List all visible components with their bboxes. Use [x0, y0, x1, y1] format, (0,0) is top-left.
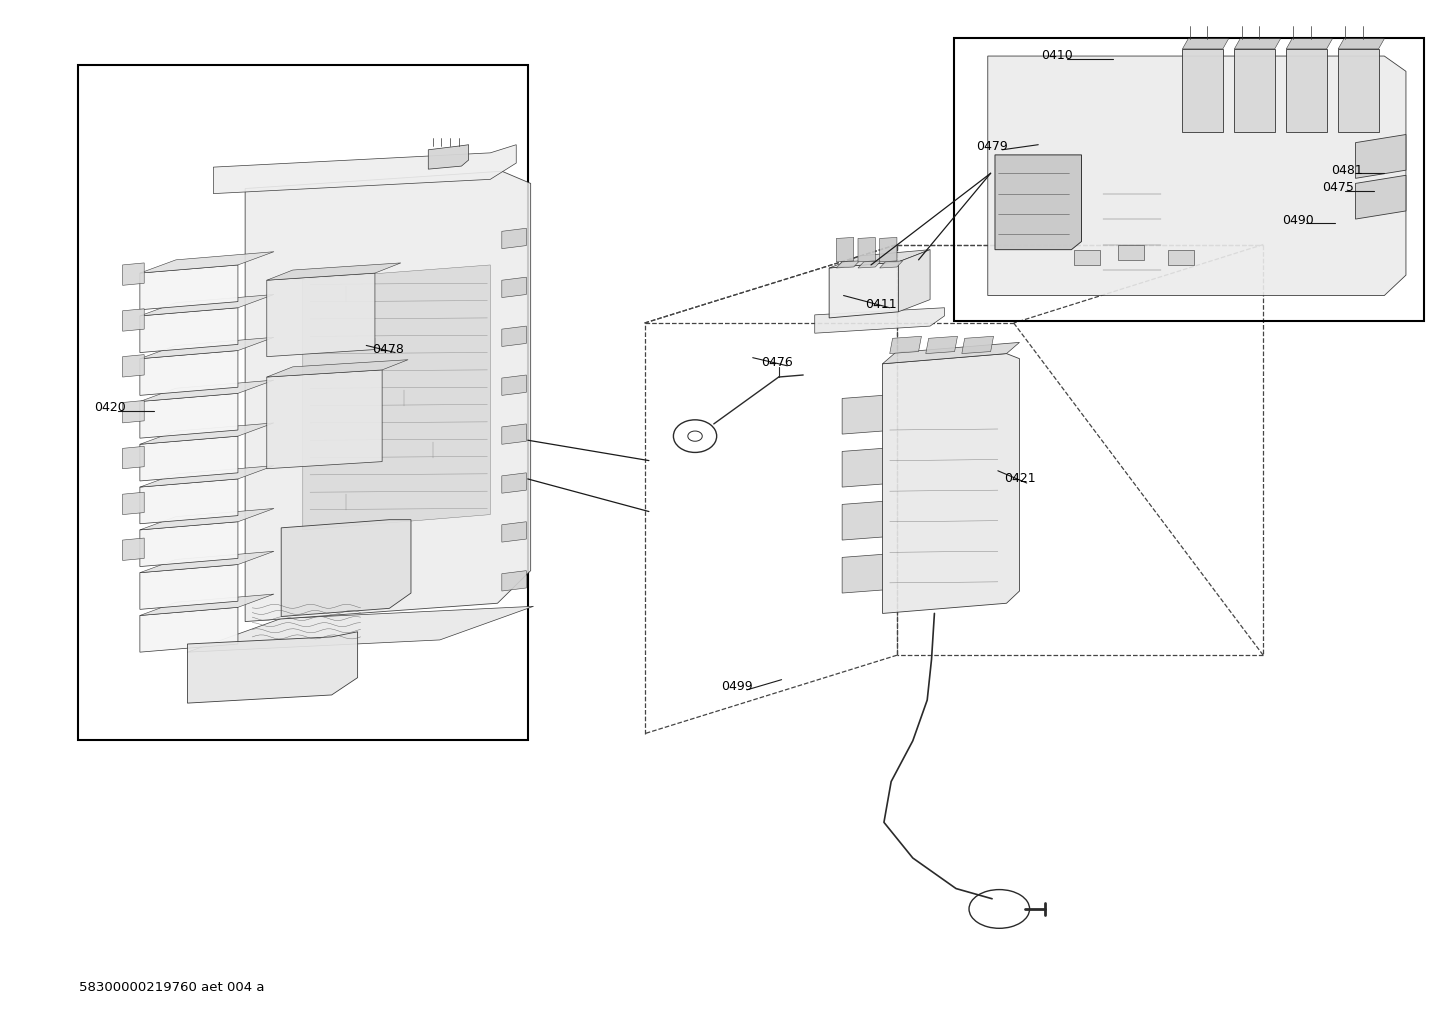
Polygon shape [1182, 49, 1223, 132]
Polygon shape [1286, 39, 1332, 49]
Polygon shape [502, 522, 526, 542]
Polygon shape [502, 228, 526, 249]
Text: 0411: 0411 [865, 299, 897, 311]
Bar [955, 38, 1423, 321]
Polygon shape [1234, 39, 1280, 49]
Polygon shape [140, 522, 238, 567]
Polygon shape [890, 336, 921, 354]
Polygon shape [962, 336, 994, 354]
Polygon shape [502, 326, 526, 346]
Polygon shape [1234, 49, 1275, 132]
Polygon shape [428, 145, 469, 169]
Polygon shape [140, 308, 238, 353]
Text: 0410: 0410 [1041, 49, 1073, 62]
Polygon shape [140, 594, 274, 615]
Polygon shape [883, 354, 1019, 613]
Text: 0481: 0481 [1331, 164, 1363, 176]
Polygon shape [1338, 49, 1379, 132]
Polygon shape [123, 309, 144, 331]
Polygon shape [880, 237, 897, 262]
Polygon shape [836, 261, 859, 268]
Polygon shape [140, 265, 238, 310]
Polygon shape [187, 632, 358, 703]
Polygon shape [926, 336, 957, 354]
Polygon shape [140, 436, 238, 481]
Polygon shape [123, 263, 144, 285]
Text: 0475: 0475 [1322, 181, 1354, 194]
Polygon shape [140, 294, 274, 316]
Polygon shape [995, 155, 1082, 250]
Polygon shape [1338, 39, 1384, 49]
Polygon shape [502, 473, 526, 493]
Polygon shape [836, 237, 854, 262]
Polygon shape [502, 375, 526, 395]
Polygon shape [502, 424, 526, 444]
Polygon shape [842, 448, 883, 487]
Text: 0479: 0479 [976, 141, 1008, 153]
Polygon shape [815, 308, 945, 333]
Bar [1168, 250, 1194, 265]
Text: 0490: 0490 [1282, 214, 1314, 226]
Polygon shape [502, 277, 526, 298]
Polygon shape [140, 252, 274, 273]
Polygon shape [988, 56, 1406, 296]
Polygon shape [829, 250, 930, 268]
Text: 0421: 0421 [1004, 473, 1035, 485]
Polygon shape [267, 370, 382, 469]
Polygon shape [842, 395, 883, 434]
Bar [1118, 245, 1144, 260]
Text: 58300000219760 aet 004 a: 58300000219760 aet 004 a [79, 980, 265, 994]
Polygon shape [303, 265, 490, 530]
Polygon shape [829, 262, 898, 318]
Polygon shape [140, 607, 238, 652]
Text: 0499: 0499 [721, 681, 753, 693]
Polygon shape [140, 393, 238, 438]
Polygon shape [140, 466, 274, 487]
Polygon shape [267, 360, 408, 377]
Polygon shape [140, 380, 274, 401]
Polygon shape [140, 351, 238, 395]
Text: 0420: 0420 [94, 401, 125, 414]
Polygon shape [140, 479, 238, 524]
Polygon shape [187, 606, 534, 652]
Polygon shape [213, 145, 516, 194]
Polygon shape [1355, 135, 1406, 178]
Polygon shape [123, 446, 144, 469]
Polygon shape [267, 263, 401, 280]
Polygon shape [1182, 39, 1229, 49]
Polygon shape [281, 520, 411, 616]
Polygon shape [123, 355, 144, 377]
Polygon shape [858, 261, 881, 268]
Polygon shape [1355, 175, 1406, 219]
Polygon shape [502, 571, 526, 591]
Polygon shape [883, 342, 1019, 364]
Polygon shape [140, 551, 274, 573]
Polygon shape [140, 508, 274, 530]
Polygon shape [858, 237, 875, 262]
Polygon shape [267, 273, 375, 357]
Text: 0476: 0476 [761, 357, 793, 369]
Polygon shape [140, 423, 274, 444]
Polygon shape [842, 501, 883, 540]
Polygon shape [123, 400, 144, 423]
Polygon shape [123, 538, 144, 560]
Text: 0478: 0478 [372, 343, 404, 356]
Bar [78, 65, 528, 740]
Polygon shape [898, 250, 930, 312]
Polygon shape [880, 261, 903, 268]
Polygon shape [1286, 49, 1327, 132]
Polygon shape [140, 337, 274, 359]
Polygon shape [140, 565, 238, 609]
Polygon shape [245, 171, 531, 622]
Polygon shape [842, 554, 883, 593]
Polygon shape [123, 492, 144, 515]
Bar [1074, 250, 1100, 265]
